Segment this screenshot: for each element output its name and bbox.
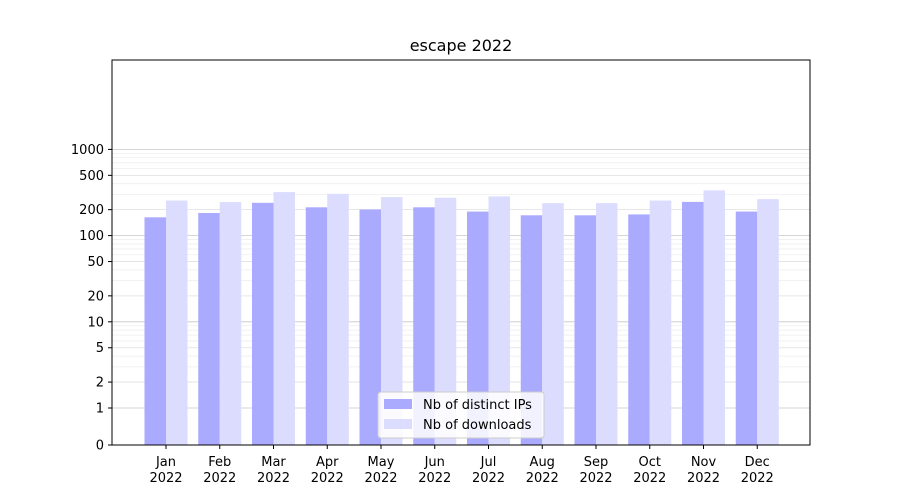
y-tick-label: 1000 [71,143,104,158]
bar-distinct-ips [305,207,328,445]
bar-distinct-ips [520,215,543,445]
bar-downloads [757,199,779,445]
y-tick-label: 20 [87,289,104,304]
bar-distinct-ips [682,201,704,445]
x-tick-label-year: 2022 [472,471,505,486]
legend-swatch [384,419,412,429]
bars [144,190,779,445]
bar-downloads [219,202,242,445]
x-tick-label-year: 2022 [526,471,559,486]
y-tick-label: 100 [79,229,104,244]
x-tick-label-month: Oct [639,455,661,470]
y-tick-label: 2 [96,376,104,391]
x-tick-label-year: 2022 [257,471,290,486]
bar-downloads [596,203,618,445]
x-tick-label-year: 2022 [633,471,666,486]
y-tick-label: 1 [96,402,104,417]
x-tick-label-month: Feb [208,455,231,470]
bar-downloads [381,197,403,445]
bar-distinct-ips [144,217,166,445]
x-tick-label-year: 2022 [311,471,344,486]
x-tick-label-month: May [368,455,395,470]
x-tick-label-month: Jun [424,455,445,470]
x-tick-label-month: Nov [691,455,717,470]
bar-distinct-ips [467,211,489,445]
plot-frame [111,59,811,446]
bar-downloads [327,193,349,445]
x-tick-label-year: 2022 [203,471,236,486]
y-tick-label: 5 [96,341,104,356]
y-tick-label: 500 [79,169,104,184]
bar-distinct-ips [574,215,596,445]
legend-label: Nb of distinct IPs [423,398,532,413]
x-axis: Jan2022Feb2022Mar2022Apr2022May2022Jun20… [149,445,774,486]
y-tick-label: 200 [79,203,104,218]
y-tick-label: 0 [96,439,104,454]
bar-distinct-ips [413,207,435,445]
legend-label: Nb of downloads [423,418,532,433]
x-tick-label-month: Dec [745,455,770,470]
legend-swatch [384,399,412,409]
bar-distinct-ips [628,214,650,445]
legend-box [377,391,545,439]
x-tick-label-month: Aug [530,455,555,470]
chart-title: escape 2022 [410,36,513,55]
bar-downloads [434,197,457,445]
x-tick-label-year: 2022 [741,471,774,486]
x-tick-label-year: 2022 [364,471,397,486]
x-tick-label-year: 2022 [418,471,451,486]
x-tick-label-month: Apr [316,455,339,470]
x-tick-label-month: Mar [261,455,286,470]
bar-downloads [166,200,188,445]
bar-distinct-ips [252,202,274,445]
bar-downloads [703,190,725,445]
x-tick-label-year: 2022 [149,471,182,486]
y-axis: 0 1 2 5 10 20 50 100 200 500 1000 [71,143,112,454]
y-tick-label: 50 [87,255,104,270]
bar-downloads [542,203,564,445]
bar-distinct-ips [198,212,220,445]
x-tick-label-month: Jan [155,455,176,470]
x-tick-label-month: Sep [584,455,609,470]
x-tick-label-year: 2022 [579,471,612,486]
y-tick-label: 10 [87,315,104,330]
legend: Nb of distinct IPs Nb of downloads [377,391,545,439]
bar-distinct-ips [735,211,758,445]
bar-downloads [488,196,510,445]
bar-downloads [273,192,295,445]
x-tick-label-year: 2022 [687,471,720,486]
bar-distinct-ips [359,209,381,445]
bar-downloads [649,200,672,445]
x-tick-label-month: Jul [480,455,497,470]
